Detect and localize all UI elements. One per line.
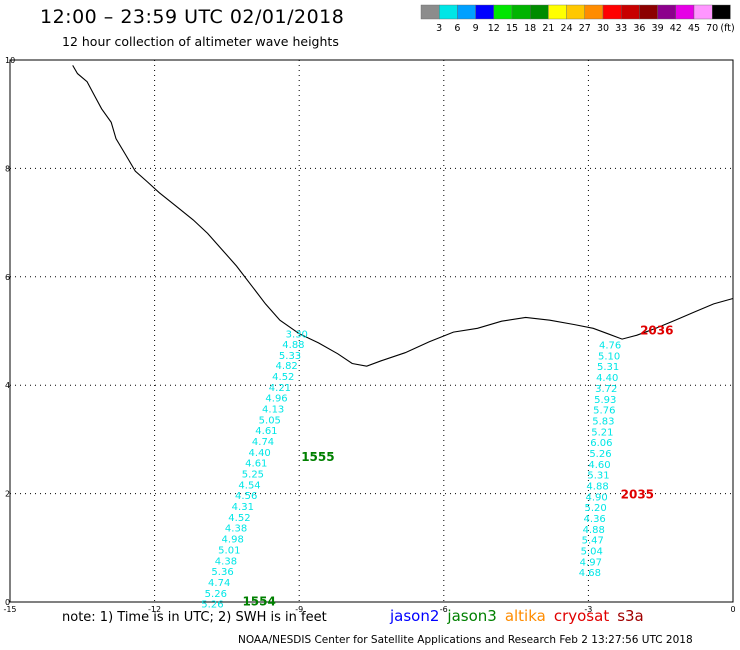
- x-tick-label: 0: [730, 605, 735, 614]
- track-start-time: 2035: [621, 487, 654, 501]
- x-tick-label: -9: [295, 605, 303, 614]
- swh-value: 5.20: [584, 503, 606, 514]
- legend-item-s3a: s3a: [617, 607, 644, 625]
- track-jason3: 3.304.885.334.824.524.214.964.135.054.61…: [201, 330, 334, 611]
- units-note: note: 1) Time is in UTC; 2) SWH is in fe…: [62, 610, 327, 625]
- legend-item-cryosat: cryosat: [553, 607, 610, 625]
- color-scale-label: 39: [652, 23, 664, 34]
- swh-value: 4.38: [225, 524, 247, 535]
- swh-value: 4.56: [235, 491, 257, 502]
- swh-value: 5.33: [279, 351, 301, 362]
- swh-value: 4.60: [588, 460, 610, 471]
- coastline: [72, 65, 734, 367]
- color-scale-label: 3: [436, 23, 442, 34]
- swh-value: 4.38: [215, 556, 237, 567]
- swh-value: 4.90: [585, 492, 607, 503]
- swh-value: 6.06: [590, 438, 612, 449]
- swh-value: 4.40: [596, 373, 618, 384]
- swh-value: 4.52: [228, 513, 250, 524]
- track-start-time: 1554: [242, 595, 275, 609]
- swh-value: 4.36: [584, 514, 606, 525]
- color-scale-label: 6: [454, 23, 460, 34]
- swh-value: 4.88: [282, 340, 304, 351]
- color-scale-label: 24: [561, 23, 573, 34]
- swh-value: 4.88: [583, 525, 605, 536]
- swh-value: 4.61: [255, 426, 277, 437]
- swh-value: 5.04: [581, 547, 603, 558]
- legend-item-jason2: jason2: [390, 607, 440, 625]
- swh-value: 4.52: [272, 372, 294, 383]
- swh-value: 4.76: [599, 341, 621, 352]
- swh-value: 4.74: [252, 437, 274, 448]
- swh-value: 5.01: [218, 545, 240, 556]
- swh-value: 4.54: [238, 480, 260, 491]
- swh-value: 4.21: [269, 383, 291, 394]
- swh-value: 4.98: [222, 535, 244, 546]
- swh-value: 5.26: [205, 589, 227, 600]
- color-scale-label: 12: [488, 23, 500, 34]
- track-end-time: 2036: [640, 324, 673, 338]
- color-scale-label: 15: [506, 23, 518, 34]
- y-tick-label: 4: [5, 381, 10, 390]
- y-tick-label: 6: [5, 273, 10, 282]
- swh-value: 5.76: [593, 406, 615, 417]
- y-tick-label: 0: [5, 598, 10, 607]
- color-scale-label: 33: [615, 23, 627, 34]
- swh-value: 5.25: [242, 470, 264, 481]
- swh-value: 3.30: [286, 330, 308, 341]
- credit-line: NOAA/NESDIS Center for Satellite Applica…: [238, 634, 693, 646]
- map-frame: [9, 59, 734, 603]
- color-scale-label: 45: [688, 23, 700, 34]
- legend-item-jason3: jason3: [447, 607, 497, 625]
- swh-value: 4.74: [208, 578, 230, 589]
- color-scale-label: 36: [633, 23, 645, 34]
- y-tick-label: 2: [5, 490, 10, 499]
- y-tick-label: 8: [5, 164, 10, 173]
- color-scale-label: 42: [670, 23, 682, 34]
- swh-value: 5.93: [594, 395, 616, 406]
- swh-value: 5.83: [592, 416, 614, 427]
- swh-value: 5.36: [211, 567, 233, 578]
- color-scale-label: 70: [706, 23, 718, 34]
- color-scale-unit: (ft): [720, 23, 734, 34]
- color-scale-bar: 3 6 9 12 15 18 21 24 27 30 33 36 39 42 45 70 (ft): [420, 4, 735, 34]
- swh-value: 5.21: [591, 427, 613, 438]
- legend-item-altika: altika: [504, 607, 546, 625]
- color-scale-label: 9: [473, 23, 479, 34]
- swh-value: 4.61: [245, 459, 267, 470]
- swh-value: 5.26: [589, 449, 611, 460]
- map-title: 12:00 – 23:59 UTC 02/01/2018: [40, 6, 345, 28]
- x-tick-label: -3: [584, 605, 592, 614]
- swh-value: 4.68: [579, 568, 601, 579]
- swh-value: 4.40: [249, 448, 271, 459]
- swh-value: 5.31: [597, 362, 619, 373]
- x-tick-label: -15: [3, 605, 16, 614]
- swh-value: 5.26: [201, 600, 223, 611]
- swh-value: 5.47: [582, 536, 604, 547]
- color-scale-label: 27: [579, 23, 591, 34]
- swh-value: 5.31: [587, 471, 609, 482]
- color-scale-label: 30: [597, 23, 609, 34]
- swh-value: 5.10: [598, 351, 620, 362]
- track-end-time: 1555: [301, 450, 334, 464]
- y-tick-label: 10: [5, 56, 15, 65]
- color-swatch: [712, 4, 731, 20]
- swh-value: 4.13: [262, 405, 284, 416]
- swh-value: 4.31: [232, 502, 254, 513]
- map-subtitle: 12 hour collection of altimeter wave hei…: [62, 34, 339, 49]
- swh-value: 4.97: [580, 557, 602, 568]
- x-tick-label: -12: [148, 605, 161, 614]
- swh-value: 4.88: [586, 481, 608, 492]
- swh-value: 4.82: [276, 361, 298, 372]
- swh-value: 5.05: [259, 415, 281, 426]
- swh-value: 4.96: [265, 394, 287, 405]
- satellite-legend: jason2 jason3 altika cryosat s3a: [390, 607, 652, 625]
- color-scale-label: 21: [542, 23, 554, 34]
- x-tick-label: -6: [440, 605, 448, 614]
- color-scale-label: 18: [524, 23, 536, 34]
- swh-value: 3.72: [595, 384, 617, 395]
- track-cryosat: 4.765.105.314.403.725.935.765.835.216.06…: [579, 324, 674, 580]
